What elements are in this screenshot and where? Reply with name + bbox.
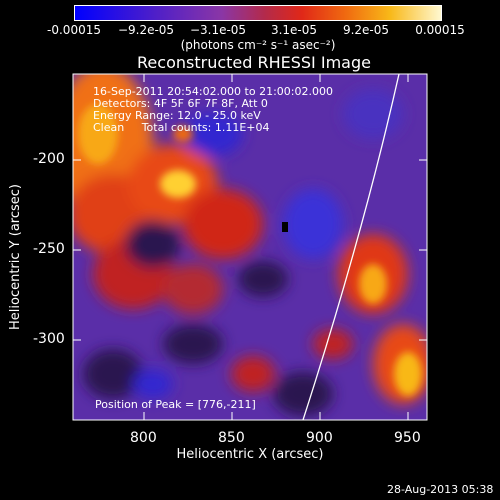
x-tick-label: 950 <box>394 430 421 446</box>
x-tick-label: 900 <box>306 430 333 446</box>
y-tick-label: -250 <box>33 241 65 257</box>
y-axis-label: Heliocentric Y (arcsec) <box>8 184 23 330</box>
x-tick-label: 800 <box>130 430 157 446</box>
y-tick-label: -200 <box>33 151 65 167</box>
y-tick-label: -300 <box>33 331 65 347</box>
x-axis-label: Heliocentric X (arcsec) <box>177 447 324 462</box>
x-tick-label: 850 <box>218 430 245 446</box>
plot-timestamp: 28-Aug-2013 05:38 <box>387 483 493 496</box>
